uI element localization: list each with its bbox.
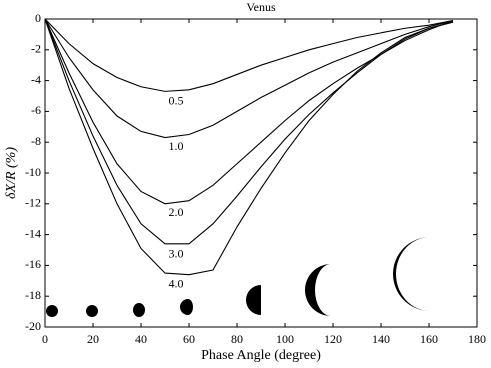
x-tick-label: 80 <box>231 332 243 346</box>
phase-icon <box>246 285 261 315</box>
chart-title: Venus <box>246 0 276 14</box>
x-axis-label: Phase Angle (degree) <box>201 348 321 363</box>
venus-phases <box>46 237 430 317</box>
phase-icon <box>86 305 98 317</box>
x-tick-label: 180 <box>468 332 486 346</box>
phase-icon <box>180 299 193 315</box>
y-tick-label: -6 <box>31 103 41 117</box>
phase-icon <box>393 237 430 311</box>
phase-icon <box>305 264 331 316</box>
x-tick-label: 0 <box>42 332 48 346</box>
x-tick-label: 20 <box>87 332 99 346</box>
y-tick-label: -10 <box>25 165 41 179</box>
curve-label: 3.0 <box>169 247 184 261</box>
curve-label: 0.5 <box>169 93 184 107</box>
x-tick-label: 120 <box>324 332 342 346</box>
y-tick-label: 0 <box>35 11 41 25</box>
curve <box>44 18 454 92</box>
y-tick-label: -8 <box>31 134 41 148</box>
phase-icon <box>46 305 58 317</box>
curve-label: 4.0 <box>169 277 184 291</box>
curve-label: 2.0 <box>169 205 184 219</box>
x-tick-label: 60 <box>183 332 195 346</box>
curve <box>44 18 454 245</box>
curve <box>44 18 454 276</box>
y-axis-label: δX/R (%) <box>4 147 19 199</box>
y-tick-label: -4 <box>31 72 41 86</box>
y-tick-label: -2 <box>31 42 41 56</box>
y-tick-label: -20 <box>25 319 41 333</box>
x-tick-label: 40 <box>135 332 147 346</box>
curve <box>44 18 454 205</box>
phase-icon <box>133 303 145 317</box>
x-tick-label: 100 <box>276 332 294 346</box>
x-tick-label: 140 <box>372 332 390 346</box>
y-tick-label: -14 <box>25 226 41 240</box>
curve-label: 1.0 <box>169 139 184 153</box>
y-tick-label: -18 <box>25 288 41 302</box>
y-tick-label: -12 <box>25 196 41 210</box>
y-tick-label: -16 <box>25 257 41 271</box>
curve <box>44 18 454 139</box>
x-tick-label: 160 <box>420 332 438 346</box>
